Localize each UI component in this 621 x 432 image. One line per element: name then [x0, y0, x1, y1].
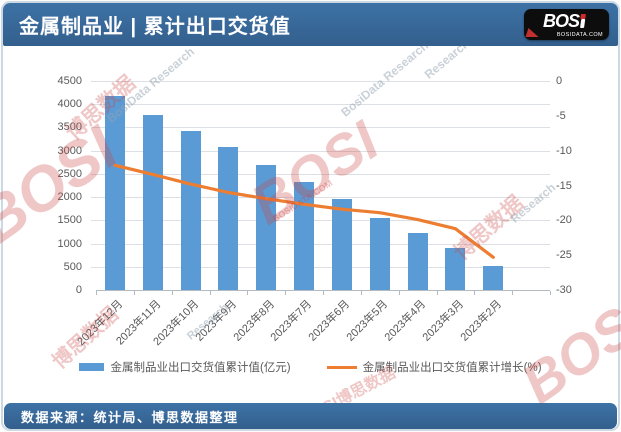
y-left-tick-label: 0 [75, 284, 82, 296]
bar-2023年7月 [294, 181, 315, 290]
legend-label: 金属制品业出口交货值累计增长(%) [362, 362, 542, 374]
x-axis-tick [285, 291, 287, 295]
y-left-tick-label: 1000 [57, 237, 82, 250]
bosi-logo: BOS BOSIDATA.COM [524, 9, 609, 40]
bar-2023年11月 [142, 114, 163, 290]
y-right-tick-label: -5 [556, 109, 566, 122]
y-left-tick-label: 500 [63, 260, 82, 273]
bar-2023年8月 [256, 164, 277, 290]
y-right-tick-label: 0 [556, 75, 563, 87]
y-left-tick-label: 2500 [57, 167, 82, 180]
y-right-tick-label: -15 [556, 179, 572, 192]
growth-line [113, 163, 495, 259]
y-left-tick-label: 3000 [57, 144, 82, 157]
gridline [91, 81, 550, 82]
bar-2023年12月 [104, 95, 125, 290]
x-axis-tick [247, 291, 249, 295]
logo-brand-text: BOS [542, 10, 580, 31]
y-left-tick-label: 2000 [57, 191, 82, 204]
bar-2023年6月 [331, 198, 352, 290]
gridline [91, 243, 550, 245]
y-right-tick-label: -20 [556, 214, 572, 227]
y-left-tick-label: 3500 [57, 121, 82, 134]
bar-2023年9月 [218, 146, 239, 290]
y-left-tick-label: 4500 [57, 75, 82, 87]
logo-wordmark: BOS [524, 10, 605, 31]
legend-item-bar-series: 金属制品业出口交货值累计值(亿元) [79, 359, 291, 375]
gridline [91, 220, 550, 222]
gridline [91, 150, 550, 152]
y-right-tick-label: -30 [556, 284, 572, 296]
legend-item-line-series: 金属制品业出口交货值累计增长(%) [326, 359, 542, 375]
x-axis-tick [323, 291, 324, 295]
legend-bar-swatch-icon [79, 363, 105, 371]
logo-i-glyph-icon [579, 13, 587, 29]
bar-2023年5月 [369, 217, 390, 290]
y-right-tick-label: -25 [556, 249, 572, 262]
header-bar: 金属制品业 | 累计出口交货值 BOS BOSIDATA.COM [3, 3, 618, 46]
legend-label: 金属制品业出口交货值累计值(亿元) [110, 362, 291, 374]
x-axis-tick [360, 291, 362, 295]
gridline [91, 266, 550, 268]
y-right-tick-label: -10 [556, 144, 572, 157]
footer-bar: 数据来源：统计局、博思数据整理 [4, 403, 617, 429]
x-axis-tick [550, 291, 551, 295]
x-axis-tick [474, 291, 476, 295]
x-axis-tick [398, 291, 400, 295]
y-left-tick-label: 4000 [57, 98, 82, 111]
x-axis-tick [209, 291, 211, 295]
legend-line-swatch-icon [326, 365, 357, 369]
gridline [91, 173, 550, 175]
data-source-text: 数据来源：统计局、博思数据整理 [21, 409, 239, 425]
right-axis: 0 -5 -10 -15 -20 -25 -30 [556, 75, 596, 296]
bar-2023年4月 [407, 232, 428, 290]
bar-2023年2月 [483, 265, 504, 290]
x-axis-tick [436, 291, 438, 295]
gridline [91, 104, 550, 106]
bar-2023年3月 [445, 248, 466, 290]
left-axis: 0 500 1000 1500 2000 2500 3000 3500 4000 4500 [26, 75, 82, 296]
gridline [91, 197, 550, 199]
logo-domain-text: BOSIDATA.COM [556, 32, 603, 38]
page-title: 金属制品业 | 累计出口交货值 [19, 16, 291, 38]
x-axis-tick [512, 291, 514, 295]
bar-2023年10月 [180, 130, 201, 290]
legend: 金属制品业出口交货值累计值(亿元) 金属制品业出口交货值累计增长(%) [0, 359, 621, 375]
x-axis-labels: 2023年12月 2023年11月 2023年10月 2023年9月 2023年8月 20… [76, 296, 550, 356]
x-axis-tick [171, 291, 173, 295]
plot-area [91, 81, 551, 295]
gridline [91, 127, 550, 129]
y-left-tick-label: 1500 [57, 214, 82, 227]
x-axis-tick [133, 291, 135, 295]
x-axis-tick [96, 291, 97, 295]
